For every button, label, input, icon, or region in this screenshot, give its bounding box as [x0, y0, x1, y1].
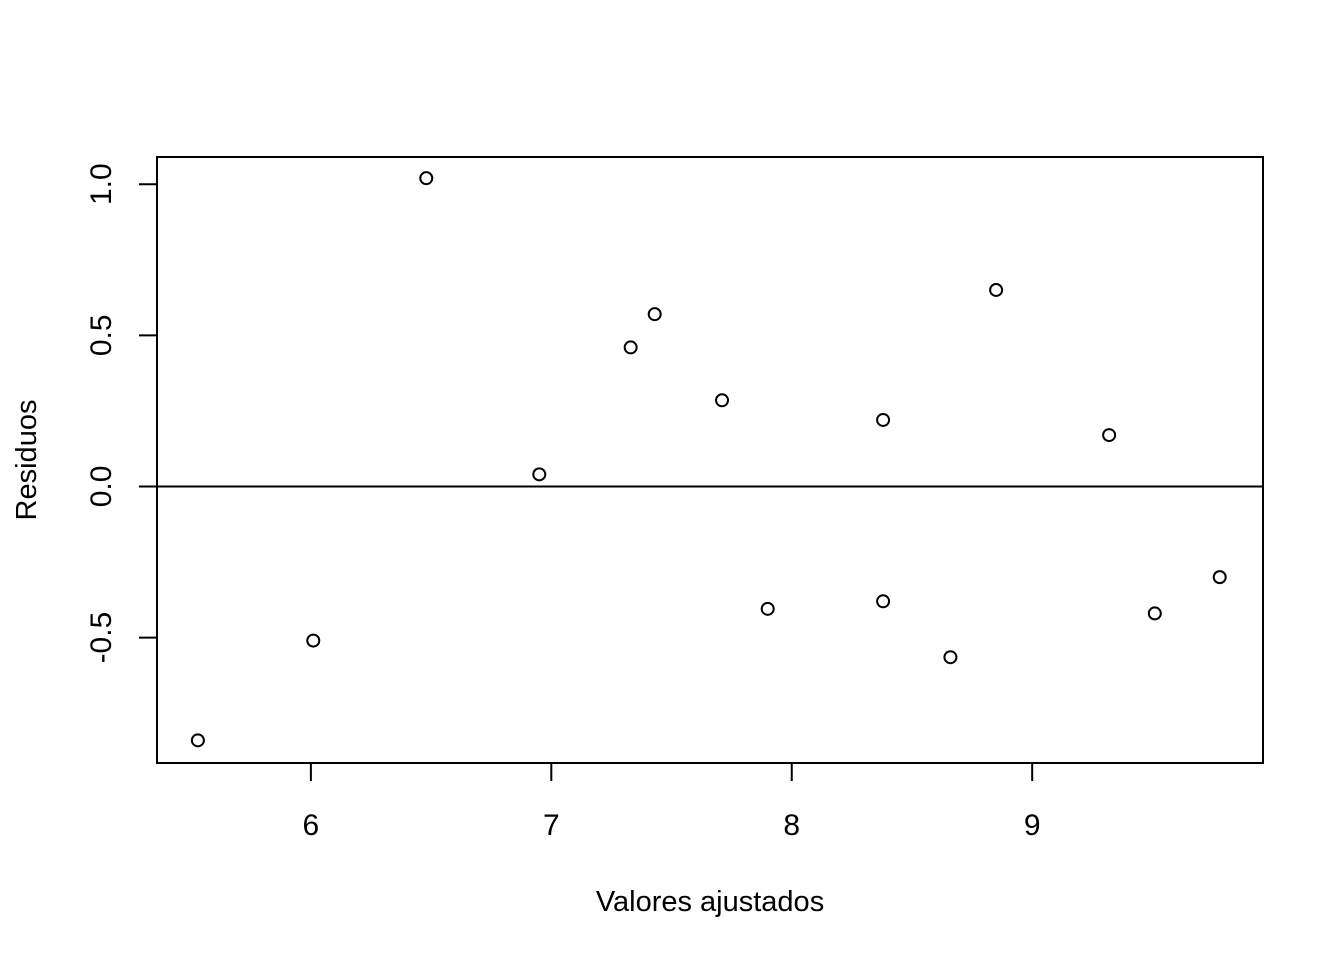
- x-tick-label: 8: [783, 809, 800, 842]
- data-point: [760, 601, 775, 616]
- y-tick-label: 0.0: [85, 466, 118, 508]
- data-point: [532, 467, 547, 482]
- y-axis: -0.5 0.0 0.5 1.0: [85, 163, 157, 663]
- x-axis: 6 7 8 9: [303, 763, 1041, 842]
- y-tick-label: 1.0: [85, 163, 118, 205]
- data-point: [1102, 428, 1117, 443]
- x-tick-label: 9: [1024, 809, 1041, 842]
- data-point: [419, 171, 434, 186]
- y-tick-label: -0.5: [85, 612, 118, 664]
- data-point: [623, 340, 638, 355]
- data-point: [989, 282, 1004, 297]
- data-point: [1147, 606, 1162, 621]
- x-axis-label: Valores ajustados: [596, 886, 824, 918]
- data-point: [306, 633, 321, 648]
- data-point: [1212, 570, 1227, 585]
- data-point: [876, 594, 891, 609]
- data-point: [715, 393, 730, 408]
- y-tick-label: 0.5: [85, 314, 118, 356]
- x-tick-label: 7: [543, 809, 560, 842]
- x-tick-label: 6: [303, 809, 320, 842]
- data-point: [190, 733, 205, 748]
- data-points: [190, 171, 1227, 748]
- data-point: [876, 412, 891, 427]
- plot-frame: [156, 156, 1264, 764]
- data-point: [647, 307, 662, 322]
- y-axis-label: Residuos: [11, 400, 43, 521]
- data-point: [943, 650, 958, 665]
